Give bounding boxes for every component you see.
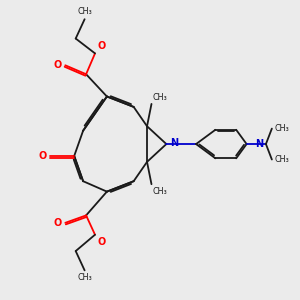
Text: O: O: [98, 237, 106, 247]
Text: CH₃: CH₃: [77, 7, 92, 16]
Text: CH₃: CH₃: [77, 273, 92, 282]
Text: O: O: [53, 60, 62, 70]
Text: CH₃: CH₃: [274, 155, 289, 164]
Text: CH₃: CH₃: [153, 187, 168, 196]
Text: CH₃: CH₃: [153, 93, 168, 102]
Text: O: O: [39, 151, 47, 161]
Text: O: O: [53, 218, 62, 228]
Text: O: O: [98, 41, 106, 51]
Text: N: N: [255, 139, 263, 149]
Text: N: N: [170, 138, 178, 148]
Text: CH₃: CH₃: [274, 124, 289, 133]
